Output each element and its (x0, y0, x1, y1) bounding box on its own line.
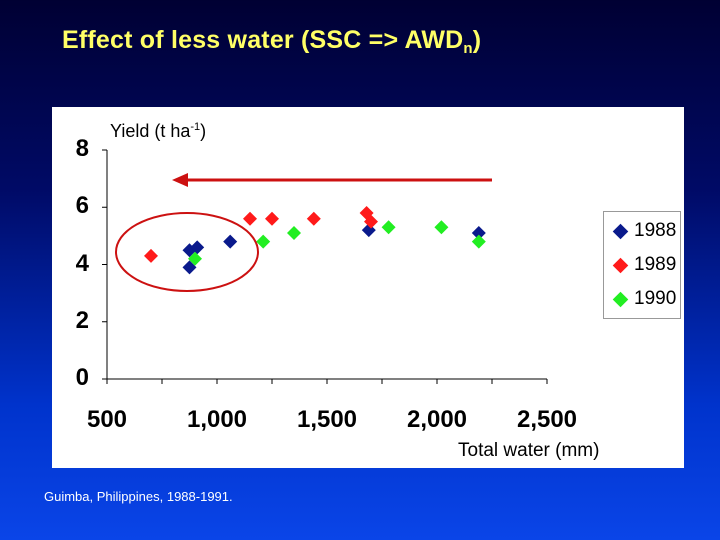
data-point-1988 (190, 240, 205, 255)
y-tick-label: 8 (75, 135, 89, 162)
legend-item-1990: 1990 (604, 288, 680, 312)
data-point-1990 (434, 220, 449, 235)
data-point-1990 (381, 220, 396, 235)
data-point-1988 (223, 234, 238, 249)
data-point-1990 (256, 234, 271, 249)
data-point-1989 (144, 248, 158, 263)
legend-label: 1989 (634, 254, 677, 275)
y-tick-label: 0 (75, 364, 89, 391)
data-point-1989 (364, 214, 378, 229)
y-tick-label: 4 (75, 249, 89, 277)
legend-marker (612, 223, 629, 240)
legend-item-1988: 1988 (604, 220, 680, 244)
data-point-1990 (188, 251, 202, 266)
x-tick-label: 1,000 (186, 406, 248, 433)
x-tick-label: 500 (86, 406, 128, 433)
slide-title: Effect of less water (SSC => AWDn) (62, 26, 481, 57)
x-axis-label: Total water (mm) (458, 440, 600, 461)
chart-legend: 1988 1989 1990 (603, 211, 681, 319)
x-tick-label: 2,000 (406, 406, 468, 433)
legend-label: 1990 (634, 288, 677, 309)
title-main: Effect of less water (SSC => AWD (62, 26, 464, 54)
title-close: ) (472, 26, 482, 54)
data-point-1989 (243, 211, 257, 226)
x-tick-label: 1,500 (296, 406, 358, 433)
footnote: Guimba, Philippines, 1988-1991. (44, 489, 233, 504)
data-point-1990 (471, 234, 486, 249)
data-point-1988 (471, 226, 486, 241)
title-subscript: n (463, 40, 473, 57)
ellipse-annotation (115, 212, 259, 292)
y-axis-label: Yield (t ha-1) (110, 121, 207, 141)
data-point-1990 (287, 226, 301, 241)
data-point-1989 (306, 211, 321, 226)
y-tick-label: 6 (75, 192, 89, 220)
data-point-1988 (182, 260, 197, 275)
legend-label: 1988 (634, 220, 677, 241)
legend-marker (612, 291, 629, 308)
arrow-annotation-head (172, 173, 188, 187)
x-tick-label: 2,500 (516, 406, 578, 433)
legend-marker (612, 257, 629, 274)
legend-item-1989: 1989 (604, 254, 680, 278)
y-tick-label: 2 (75, 306, 89, 334)
data-point-1989 (265, 211, 279, 226)
